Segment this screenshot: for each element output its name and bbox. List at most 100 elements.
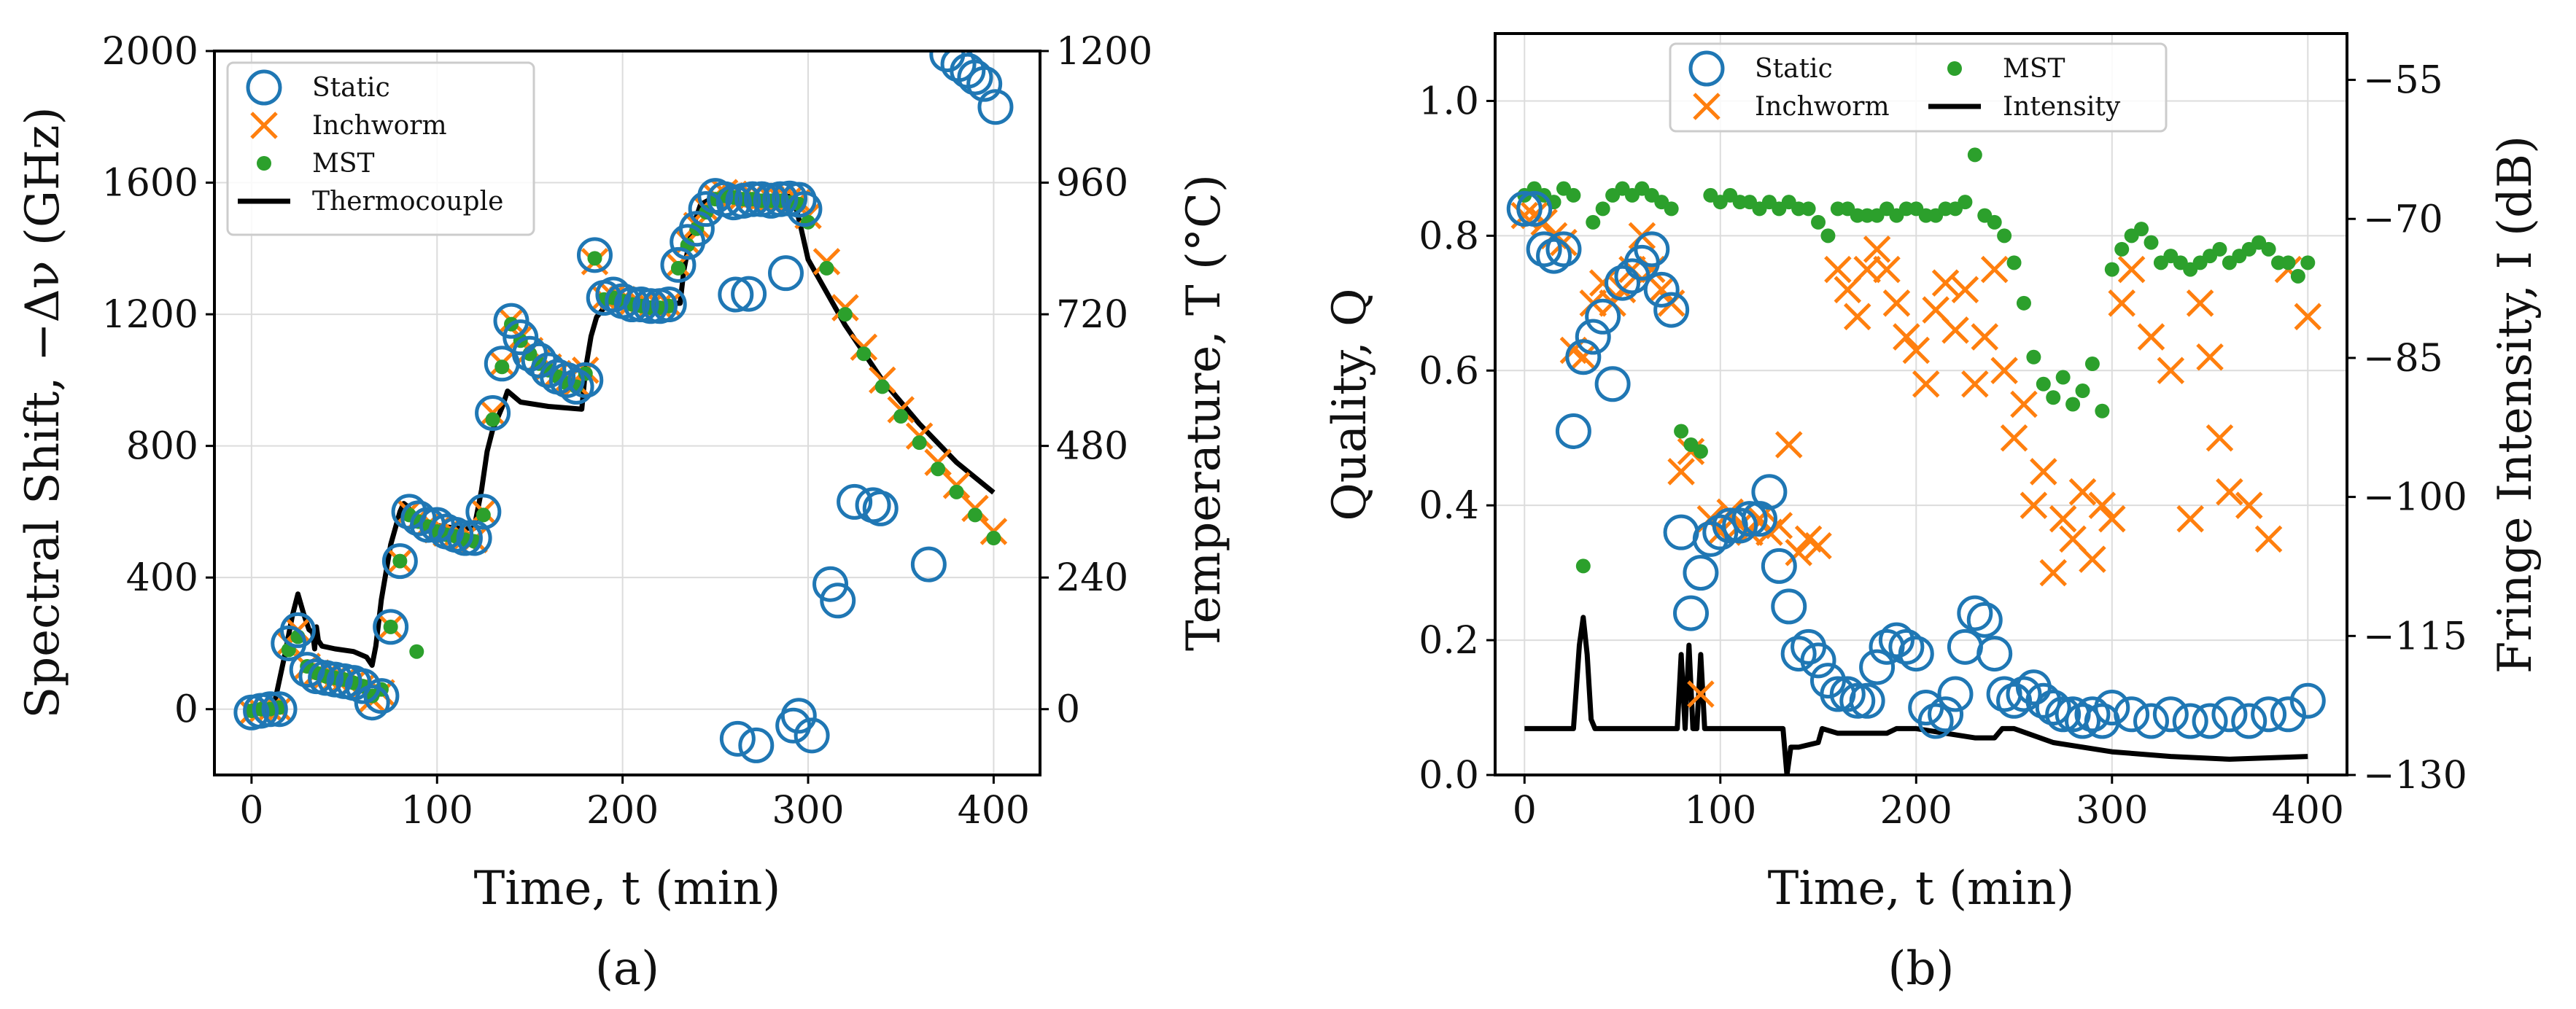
static-point [1751,474,1788,510]
static-point [1888,628,1925,665]
y-tick-label: 0.0 [1419,754,1479,798]
static-point [2231,703,2267,739]
x-axis-label-b: Time, t (min) [1768,862,2075,916]
inchworm-point [2000,424,2028,452]
static-point [2065,703,2101,739]
static-point [1634,231,1670,268]
y2-tick-label: 480 [1056,425,1128,469]
mst-point [485,412,500,427]
inchworm-point [1804,531,1832,560]
static-point [651,287,687,323]
x-tick-label: 200 [586,789,659,833]
static-point [279,612,316,648]
static-point [1526,231,1562,268]
static-point [2211,696,2248,733]
inchworm-point [2254,525,2283,553]
static-point [719,720,756,757]
mst-point [986,531,1001,546]
y2-tick-label: −130 [2363,754,2467,798]
mst-point [2212,241,2227,257]
y2-tick-label: 0 [1056,688,1080,732]
static-point [2192,703,2228,739]
static-point [1683,555,1719,591]
x-tick-label: 0 [239,789,263,833]
static-point [1957,595,1993,631]
inchworm-point [2088,491,2117,519]
inchworm-point [1912,370,1940,398]
mst-point [2300,255,2316,270]
static-point [837,483,873,520]
static-point [1722,507,1758,544]
inchworm-point [1588,269,1617,297]
static-point [475,395,511,431]
legend-label-inchworm: Inchworm [1755,92,1890,122]
static-point [446,520,483,556]
mst-point [893,409,909,424]
x-tick-label: 100 [401,789,473,833]
static-point [1996,682,2033,719]
mst-point [392,553,408,569]
static-point [1605,265,1641,301]
inchworm-point [2294,303,2322,331]
static-point [1859,649,1896,685]
static-point [2152,696,2189,733]
y-tick-label: 0.4 [1419,484,1479,528]
static-point [1986,676,2022,712]
static-point [977,89,1014,125]
mst-point [931,461,946,477]
series-a [233,51,1014,763]
static-point [1976,636,2013,672]
static-point [1536,238,1572,274]
static-point [1839,682,1876,719]
static-point [780,182,817,218]
static-point [558,368,594,405]
legend-marker-static [1688,50,1725,87]
y2-tick-label: −55 [2363,59,2443,103]
static-point [613,287,650,323]
legend-label-inchworm: Inchworm [312,111,447,141]
x-tick-label: 400 [2272,789,2344,833]
static-point [373,609,409,645]
inchworm-point [2108,289,2135,317]
static-point [2074,696,2111,733]
static-point [1663,514,1699,550]
static-point [1898,636,1934,672]
inchworm-point [1648,276,1675,304]
inchworm-point [2068,478,2097,506]
mst-point [2104,262,2119,277]
mst-point [967,507,982,523]
y-axis-label-b: Quality, Q [1323,288,1377,521]
x-tick-label: 0 [1513,789,1537,833]
y2-tick-label: −100 [2363,476,2467,520]
mst-point [1997,228,2012,244]
static-point [1878,622,1914,658]
y2-axis-label-b: Fringe Intensity, I (dB) [2488,136,2542,674]
mst-point [2026,349,2041,365]
static-point [2094,690,2130,726]
legend-label-mst: MST [312,149,375,179]
static-point [363,678,400,714]
static-point [1928,696,1964,733]
inchworm-point [1863,235,1891,263]
static-point [632,288,669,324]
inchworm-point [1785,539,1812,566]
inchworm-point [2030,458,2057,486]
mst-point [1575,558,1591,574]
series-b [1506,147,2326,775]
mst-point [2084,357,2100,372]
mst-point [874,379,890,394]
thermocouple-line [246,193,996,709]
inchworm-point [2235,491,2263,519]
static-point [1869,628,1905,665]
static-point [660,246,697,283]
mst-point [2290,268,2305,284]
static-point [2114,696,2150,733]
mst-point [2261,241,2276,257]
static-point [2035,690,2071,726]
mst-point [1693,444,1708,459]
static-point [1545,231,1582,268]
static-point [862,490,899,526]
mst-point [856,346,872,362]
mst-point [819,260,834,276]
inchworm-point [1745,504,1774,533]
